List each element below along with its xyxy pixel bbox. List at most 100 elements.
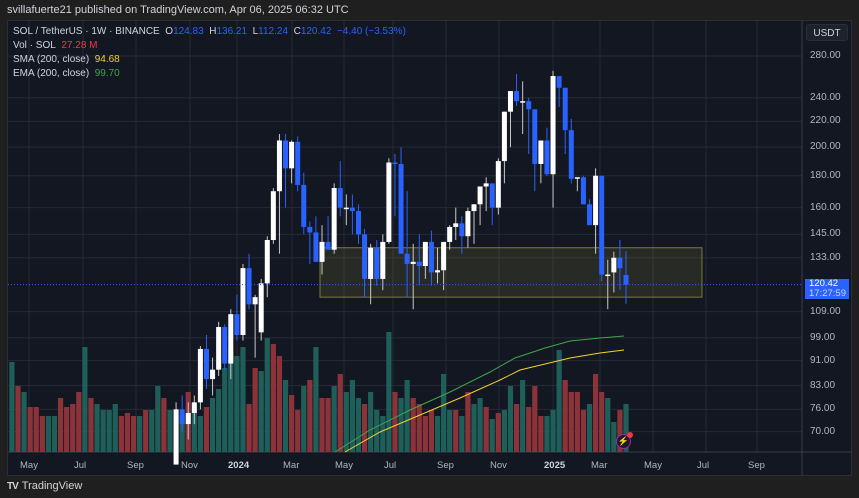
volume-bar [118,416,124,452]
lightning-event-icon[interactable]: ⚡ [616,432,633,449]
volume-bar [282,380,289,452]
ema-row[interactable]: EMA (200, close) 99.70 [13,68,120,79]
volume-bar [380,416,386,452]
volume-bar [392,392,398,452]
candle-body [483,183,489,187]
candle-body [422,241,428,267]
candle-body [574,177,580,179]
price-tick: 200.00 [810,141,841,153]
volume-bar [532,386,538,452]
symbol-title[interactable]: SOL / TetherUS · 1W · BINANCE [13,26,160,37]
volume-bar [562,380,568,452]
volume-bar [82,347,88,452]
candle-body [447,226,453,242]
candle-body [362,234,368,279]
candle-body [216,327,222,370]
volume-bar [191,404,197,452]
volume-bar [64,407,70,452]
volume-bar [149,410,155,452]
volume-bar [404,380,410,452]
candle-body [252,297,258,305]
volume-bar [155,386,161,452]
time-tick: 2024 [228,460,250,471]
volume-bar [434,416,441,452]
candle-body [617,257,623,269]
volume-bar [57,398,64,452]
sma-line [344,349,625,453]
candle-body [270,191,276,240]
volume-bar [459,416,465,452]
volume-bar [27,407,33,452]
candle-body [337,188,343,208]
volume-bar [276,356,283,452]
candle-body [526,101,532,110]
time-tick: Sep [127,460,144,471]
volume-row[interactable]: Vol · SOL 27.28 M [13,40,98,51]
volume-bar [301,386,307,452]
volume-bar [100,410,106,452]
price-tick: 160.00 [810,201,841,213]
candle-body [568,130,574,179]
close-value: 120.42 [300,26,332,37]
volume-bar [556,350,562,452]
volume-bar [9,362,15,452]
candle-body [465,211,471,237]
volume-bar [209,398,216,452]
sma-row[interactable]: SMA (200, close) 94.68 [13,54,120,65]
volume-bar [599,392,605,452]
low-value: 112.24 [258,26,289,37]
candle-body [319,241,325,262]
candle-body [587,204,593,226]
volume-bar [130,416,137,452]
volume-bar [441,374,447,452]
ema-line [334,335,625,453]
candle-body [386,162,392,242]
price-tick: 280.00 [810,50,841,61]
volume-bar [398,398,404,452]
volume-bar [574,392,580,452]
notification-dot [627,432,633,438]
volume-bar [137,416,143,452]
volume-bar [489,419,495,452]
candle-body [477,186,483,205]
candle-body [325,241,331,250]
volume-bar [361,404,368,452]
time-tick: May [20,460,38,471]
volume-bar [270,344,276,452]
volume-bar [544,416,550,452]
volume-bar [623,404,629,452]
volume-bar [45,416,51,452]
volume-bar [51,416,58,452]
candle-body [191,402,197,413]
time-tick: Jul [74,460,87,471]
candle-body [495,161,501,208]
candle-body [538,140,544,164]
ema-value: 99.70 [94,68,120,79]
high-value: 136.21 [216,26,248,37]
tradingview-logo[interactable]: TV TradingView [7,480,83,492]
volume-bar [39,416,45,452]
volume-bar [416,404,422,452]
candle-body [276,140,282,192]
candle-body [258,283,264,333]
candle-body [441,241,447,271]
candle-body [593,175,599,226]
price-tick: 133.00 [810,251,841,263]
volume-bar [216,389,222,452]
volume-bar [501,410,507,452]
volume-bar [513,404,520,452]
volume-bar [526,407,532,452]
volume-bar [605,398,611,452]
tv-logo-icon: TV [7,480,19,492]
candle-body [562,87,568,131]
volume-bar [477,398,483,452]
candle-body [550,76,556,175]
volume-bar [617,410,623,452]
volume-bar [568,392,574,452]
candle-body [435,270,441,273]
volume-bar [112,404,118,452]
currency-button[interactable]: USDT [806,24,848,41]
candle-body [355,211,361,235]
open-value: 124.83 [173,26,204,37]
